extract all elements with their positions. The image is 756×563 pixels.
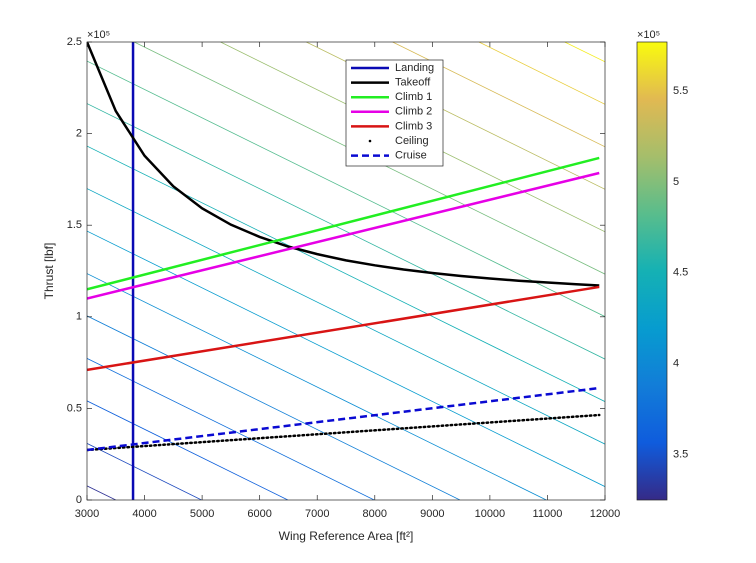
x-tick-label: 8000: [363, 508, 387, 520]
x-tick-label: 9000: [420, 508, 444, 520]
legend-label: Ceiling: [395, 135, 429, 147]
series-group: [87, 42, 601, 500]
series-line: [87, 156, 600, 291]
colorbar: [636, 41, 668, 501]
x-axis-label: Wing Reference Area [ft²]: [279, 529, 414, 543]
legend: Landing Takeoff Climb 1 Climb 2 Climb 3 Ceili…: [345, 59, 444, 167]
contour-line: [87, 443, 202, 500]
colorbar-exponent-label: ×10⁵: [637, 29, 660, 41]
contour-line: [87, 400, 289, 500]
contour-line: [87, 188, 605, 445]
contour-line: [87, 230, 605, 487]
y-tick-label: 2: [76, 128, 82, 140]
colorbar-tick-label: 3.5: [673, 448, 688, 460]
y-tick-label: 2.5: [67, 36, 82, 48]
contour-line: [87, 145, 605, 402]
x-tick-label: 5000: [190, 508, 214, 520]
contour-line: [392, 42, 605, 148]
y-tick-label: 0.5: [67, 402, 82, 414]
x-tick-label: 4000: [132, 508, 156, 520]
colorbar-tick-label: 4: [673, 358, 679, 370]
contour-line: [87, 485, 116, 500]
legend-label: Landing: [395, 62, 434, 74]
axes-group: 3000 4000 5000 6000 7000 8000 9000 10000 11000 12…: [67, 36, 689, 520]
y-tick-label: 1.5: [67, 219, 82, 231]
x-tick-label: 3000: [75, 508, 99, 520]
legend-label: Cruise: [395, 150, 427, 162]
plot-frame: [86, 41, 606, 501]
legend-swatch: [368, 139, 372, 143]
x-tick-label: 12000: [590, 508, 621, 520]
legend-label: Climb 3: [395, 120, 432, 132]
colorbar-tick-label: 5: [673, 176, 679, 188]
legend-label: Takeoff: [395, 77, 431, 89]
contour-line: [87, 358, 375, 500]
y-axis-label: Thrust [lbf]: [42, 243, 56, 300]
colorbar-tick-label: 5.5: [673, 85, 688, 97]
x-tick-label: 6000: [247, 508, 271, 520]
y-tick-label: 0: [76, 494, 82, 506]
contour-line: [87, 273, 547, 500]
x-tick-label: 7000: [305, 508, 329, 520]
contour-group: [87, 42, 605, 500]
colorbar-tick-label: 4.5: [673, 267, 688, 279]
series-line: [87, 42, 600, 287]
contour-line: [478, 42, 605, 105]
series-line: [87, 413, 601, 452]
legend-label: Climb 2: [395, 106, 432, 118]
series-line: [87, 171, 600, 300]
contour-line: [564, 42, 605, 63]
x-tick-label: 10000: [475, 508, 506, 520]
y-tick-label: 1: [76, 311, 82, 323]
series-line: [87, 386, 600, 452]
y-exponent-label: ×10⁵: [87, 29, 110, 41]
x-tick-label: 11000: [533, 508, 563, 520]
contour-line: [87, 103, 605, 360]
contour-line: [87, 315, 461, 500]
series-line: [87, 285, 600, 372]
legend-label: Climb 1: [395, 91, 432, 103]
contour-line: [87, 60, 605, 317]
